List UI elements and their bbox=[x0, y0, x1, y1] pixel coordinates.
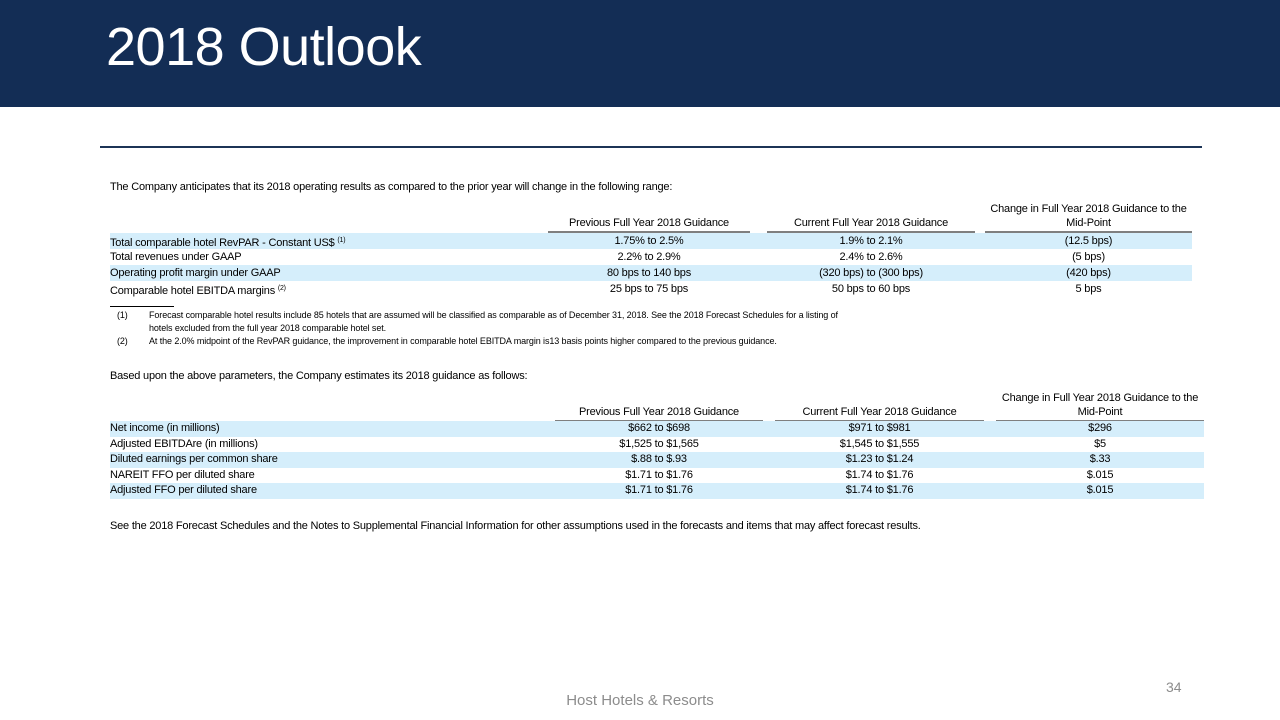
cell-curr: (320 bps) to (300 bps) bbox=[819, 267, 923, 279]
slide-title: 2018 Outlook bbox=[106, 17, 422, 77]
table1-header-prev: Previous Full Year 2018 Guidance bbox=[548, 216, 750, 233]
cell-change: $5 bbox=[1094, 437, 1106, 450]
cell-change: $296 bbox=[1088, 422, 1112, 434]
footer-company: Host Hotels & Resorts bbox=[566, 692, 714, 709]
row-label: NAREIT FFO per diluted share bbox=[110, 468, 255, 484]
cell-prev: $662 to $698 bbox=[628, 422, 690, 434]
cell-change: $.33 bbox=[1089, 453, 1111, 466]
footnote-1-text-cont: hotels excluded from the full year 2018 … bbox=[149, 323, 387, 333]
cell-curr: 1.9% to 2.1% bbox=[839, 235, 903, 247]
row-label: Adjusted FFO per diluted share bbox=[110, 483, 257, 499]
cell-curr: 2.4% to 2.6% bbox=[839, 251, 903, 263]
row-label-text: Total revenues under GAAP bbox=[110, 251, 242, 263]
row-label-text: Operating profit margin under GAAP bbox=[110, 267, 281, 279]
table-row: Total revenues under GAAP 2.2% to 2.9% 2.4… bbox=[110, 249, 1192, 265]
cell-change: $.015 bbox=[1086, 484, 1114, 497]
cell-prev: $1.71 to $1.76 bbox=[625, 468, 693, 481]
closing-note: See the 2018 Forecast Schedules and the … bbox=[110, 520, 921, 532]
table-row: Operating profit margin under GAAP 80 bps… bbox=[110, 265, 1192, 281]
footnote-1-text: Forecast comparable hotel results includ… bbox=[149, 310, 838, 320]
row-label-text: Net income (in millions) bbox=[110, 422, 220, 434]
cell-change: (420 bps) bbox=[1066, 267, 1111, 279]
cell-change: 5 bps bbox=[1075, 283, 1102, 295]
cell-change: $.015 bbox=[1086, 468, 1114, 481]
table2-header-change: Change in Full Year 2018 Guidance to the… bbox=[996, 391, 1204, 422]
cell-prev: 2.2% to 2.9% bbox=[617, 251, 681, 263]
footnote-2-text: At the 2.0% midpoint of the RevPAR guida… bbox=[149, 336, 777, 346]
cell-prev: $1,525 to $1,565 bbox=[619, 437, 699, 450]
row-label: Operating profit margin under GAAP bbox=[110, 265, 281, 281]
cell-curr: $1.74 to $1.76 bbox=[845, 468, 914, 481]
cell-curr: $1,545 to $1,555 bbox=[839, 437, 920, 450]
row-label: Net income (in millions) bbox=[110, 421, 220, 437]
cell-curr: 50 bps to 60 bps bbox=[831, 283, 911, 295]
row-label-text: Adjusted EBITDAre (in millions) bbox=[110, 437, 258, 450]
row-label-text: Total comparable hotel RevPAR - Constant… bbox=[110, 237, 335, 249]
table-row: Diluted earnings per common share $.88 to… bbox=[110, 452, 1204, 468]
row-label-text: NAREIT FFO per diluted share bbox=[110, 468, 255, 481]
table-row: Adjusted EBITDAre (in millions) $1,525 to… bbox=[110, 437, 1204, 453]
row-label-text: Comparable hotel EBITDA margins bbox=[110, 285, 275, 297]
cell-curr: $971 to $981 bbox=[848, 422, 911, 434]
cell-curr: $1.74 to $1.76 bbox=[845, 484, 914, 497]
table1-header-curr: Current Full Year 2018 Guidance bbox=[767, 216, 975, 233]
cell-prev: 1.75% to 2.5% bbox=[614, 235, 684, 247]
table-row: Adjusted FFO per diluted share $1.71 to $… bbox=[110, 483, 1204, 499]
cell-prev: 80 bps to 140 bps bbox=[606, 267, 692, 279]
table1-header-change: Change in Full Year 2018 Guidance to the… bbox=[985, 202, 1192, 233]
footnote-ref: (1) bbox=[337, 237, 346, 244]
row-label: Adjusted EBITDAre (in millions) bbox=[110, 437, 258, 453]
page-number: 34 bbox=[1166, 679, 1182, 695]
intro-text: The Company anticipates that its 2018 op… bbox=[110, 181, 673, 193]
row-label: Total revenues under GAAP bbox=[110, 249, 242, 265]
cell-change: (12.5 bps) bbox=[1064, 235, 1113, 247]
table-row: Comparable hotel EBITDA margins (2) 25 bp… bbox=[110, 281, 1192, 297]
footnote-2-number: (2) bbox=[117, 336, 128, 346]
cell-change: (5 bps) bbox=[1072, 251, 1105, 263]
footnote-ref: (2) bbox=[277, 285, 286, 292]
table2-header-curr: Current Full Year 2018 Guidance bbox=[775, 405, 984, 422]
row-label-text: Adjusted FFO per diluted share bbox=[110, 484, 257, 497]
cell-prev: $.88 to $.93 bbox=[631, 453, 687, 466]
cell-curr: $1.23 to $1.24 bbox=[845, 453, 914, 466]
row-label: Total comparable hotel RevPAR - Constant… bbox=[110, 233, 346, 251]
table-row: Total comparable hotel RevPAR - Constant… bbox=[110, 233, 1192, 249]
footnote-rule bbox=[110, 306, 174, 307]
footnote-1-number: (1) bbox=[117, 310, 128, 320]
cell-prev: $1.71 to $1.76 bbox=[625, 484, 693, 497]
table-row: Net income (in millions) $662 to $698 $971… bbox=[110, 421, 1204, 437]
row-label: Comparable hotel EBITDA margins (2) bbox=[110, 281, 286, 299]
row-label-text: Diluted earnings per common share bbox=[110, 453, 278, 466]
cell-prev: 25 bps to 75 bps bbox=[609, 283, 689, 295]
table-row: NAREIT FFO per diluted share $1.71 to $1.… bbox=[110, 468, 1204, 484]
row-label: Diluted earnings per common share bbox=[110, 452, 278, 468]
header-bar: 2018 Outlook bbox=[0, 0, 1280, 107]
table2-header-prev: Previous Full Year 2018 Guidance bbox=[555, 405, 763, 422]
divider bbox=[100, 146, 1202, 148]
guidance-intro: Based upon the above parameters, the Com… bbox=[110, 370, 528, 382]
